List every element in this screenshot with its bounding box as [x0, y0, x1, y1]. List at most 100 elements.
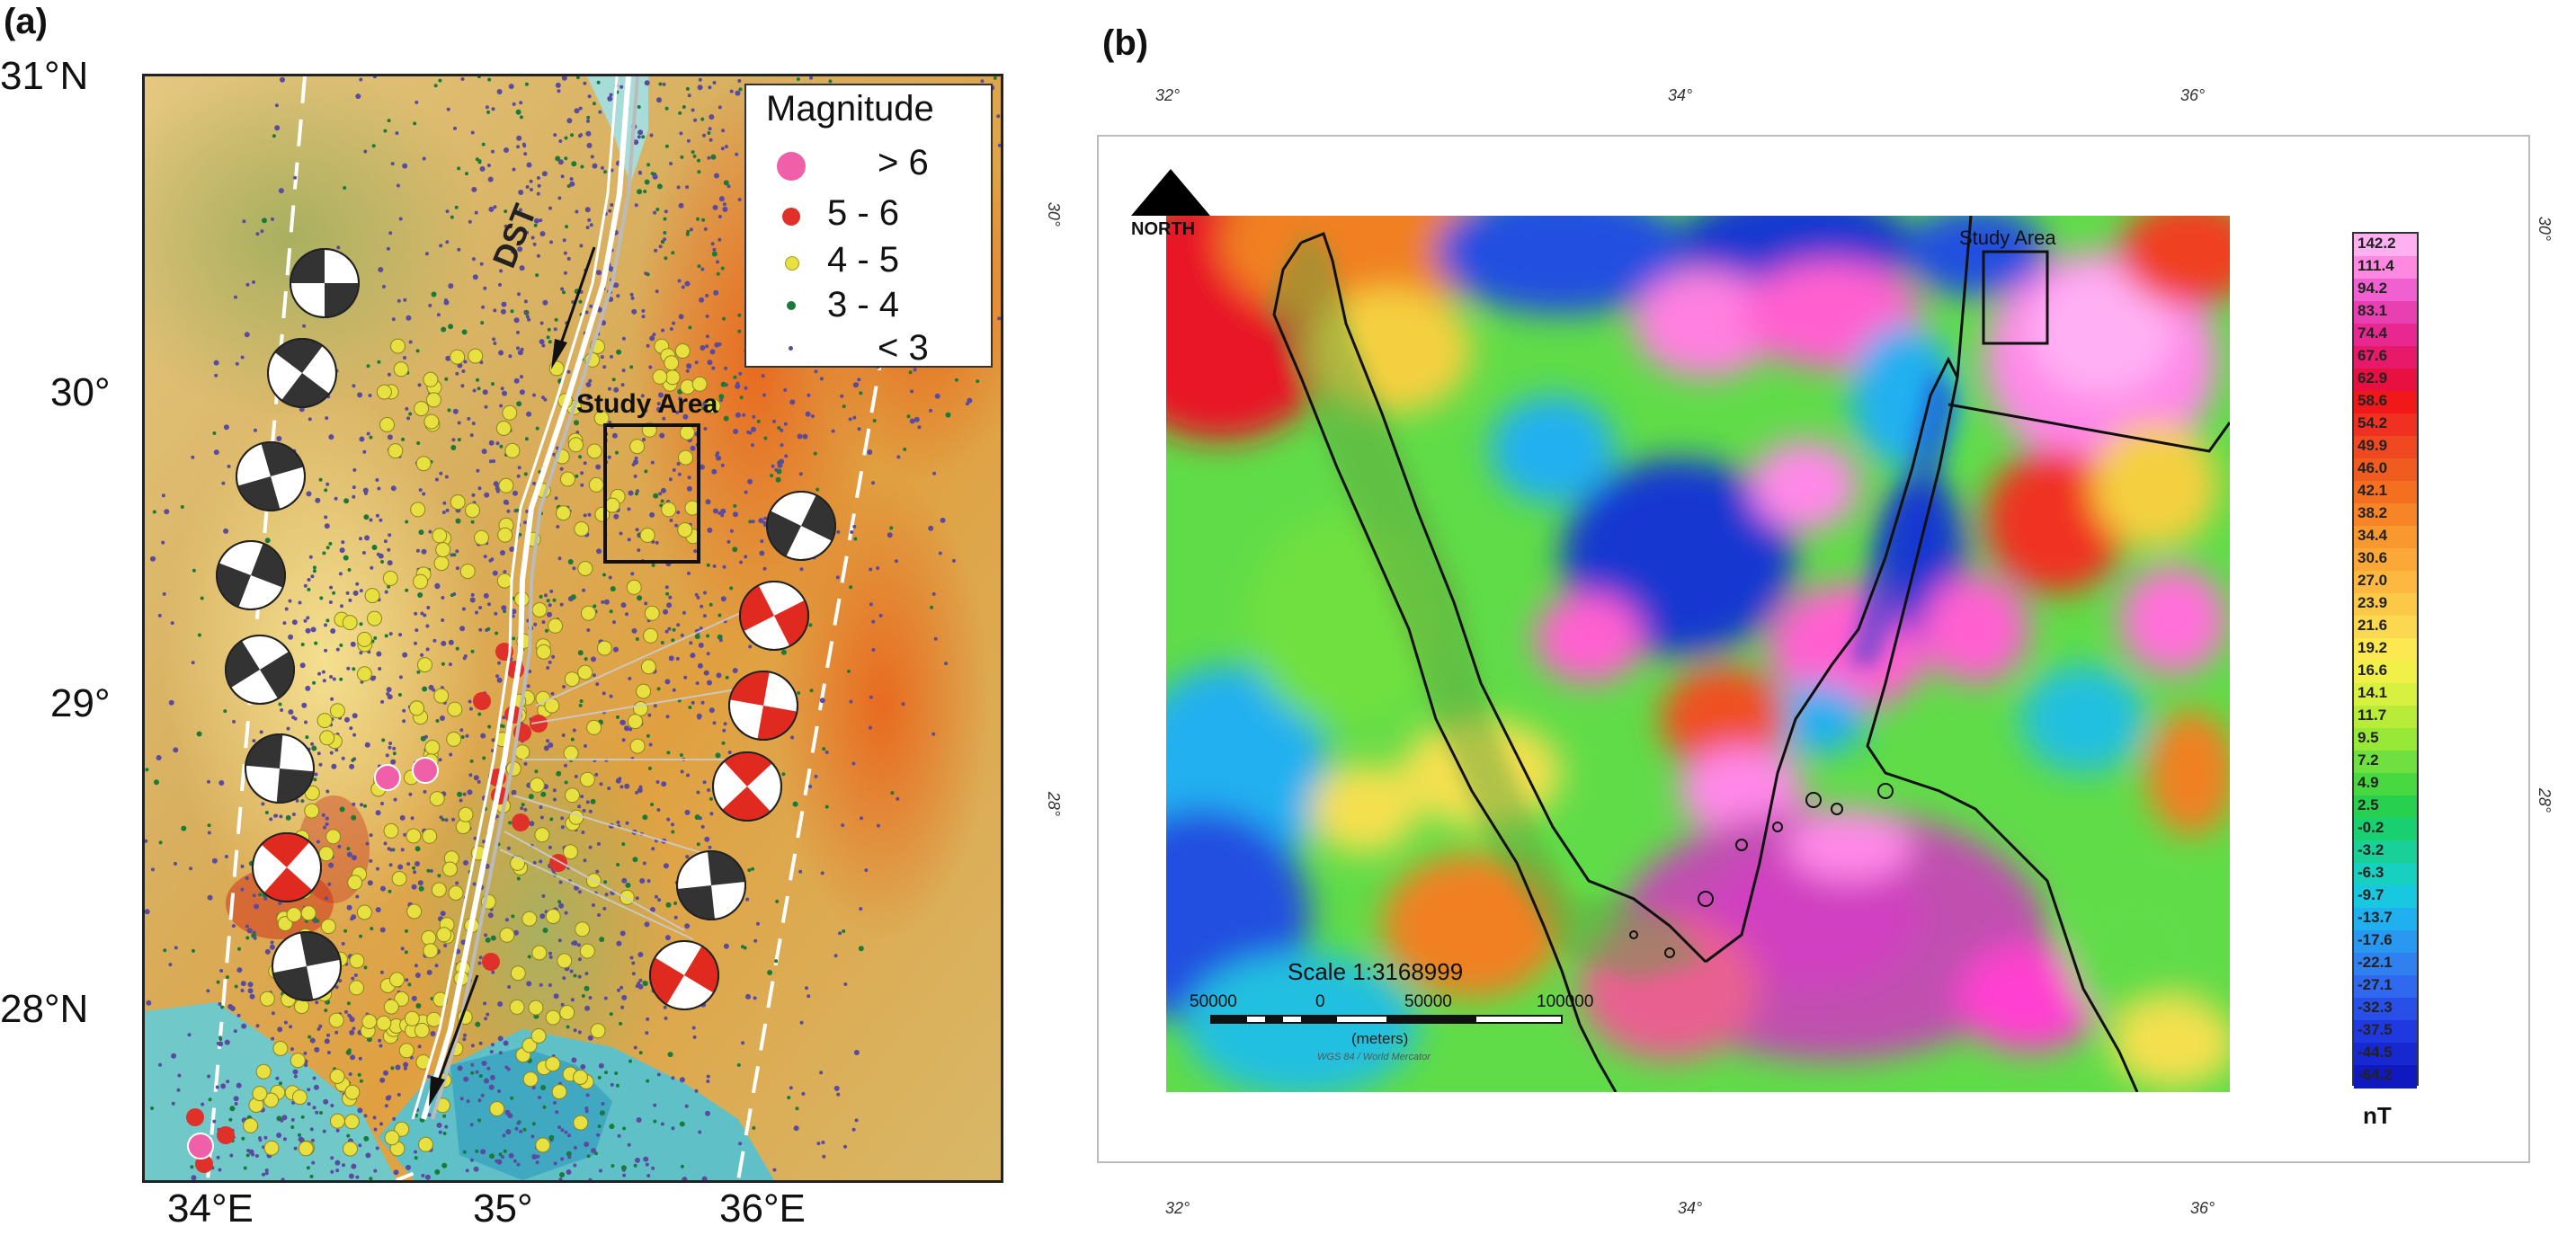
seismic-event-dot	[258, 893, 263, 897]
seismic-event-dot	[406, 1164, 411, 1170]
seismic-event-dot	[472, 274, 478, 280]
seismic-event-m4-5	[349, 980, 364, 996]
seismic-event-dot	[564, 763, 567, 768]
seismic-event-dot	[406, 416, 411, 421]
seismic-event-dot	[673, 915, 678, 920]
seismic-event-dot	[274, 103, 279, 108]
colorbar-tick-label: 58.6	[2358, 391, 2388, 409]
seismic-event-dot	[520, 347, 524, 351]
seismic-event-dot	[603, 996, 608, 1000]
seismic-event-dot	[245, 924, 249, 929]
seismic-event-dot	[694, 1089, 699, 1093]
lat-label-31: 31°N	[0, 54, 89, 98]
seismic-event-dot	[682, 413, 689, 420]
seismic-event-dot	[460, 384, 465, 388]
seismic-event-dot	[263, 896, 268, 901]
seismic-event-dot	[330, 697, 334, 701]
seismic-event-dot	[649, 133, 654, 138]
seismic-event-dot	[460, 735, 465, 739]
seismic-event-dot	[721, 129, 726, 133]
seismic-event-dot	[510, 1096, 514, 1100]
seismic-event-dot	[555, 156, 561, 162]
seismic-event-dot	[386, 687, 392, 693]
seismic-event-dot	[347, 1048, 352, 1053]
seismic-event-dot	[534, 769, 539, 774]
colorbar-tick-label: 94.2	[2358, 279, 2388, 297]
seismic-event-m4-5	[652, 369, 668, 385]
seismic-event-dot	[635, 896, 639, 901]
seismic-event-m5-6	[530, 715, 548, 733]
seismic-event-dot	[303, 1051, 308, 1055]
seismic-event-m4-5	[379, 417, 395, 432]
seismic-event-dot	[310, 574, 315, 579]
seismic-event-dot	[663, 609, 669, 615]
seismic-event-dot	[288, 709, 294, 715]
seismic-event-dot	[318, 762, 323, 767]
seismic-event-dot	[484, 492, 490, 498]
seismic-event-dot	[573, 973, 577, 978]
seismic-event-dot	[635, 492, 638, 496]
legend-label-gt6: > 6	[878, 143, 929, 182]
seismic-event-dot	[727, 751, 732, 754]
seismic-event-dot	[792, 801, 798, 807]
seismic-event-m4-5	[426, 1011, 442, 1027]
seismic-event-dot	[509, 547, 515, 552]
seismic-event-dot	[315, 1110, 319, 1115]
seismic-event-dot	[553, 797, 557, 802]
seismic-event-m4-5	[325, 829, 342, 845]
seismic-event-dot	[325, 618, 330, 623]
seismic-event-dot	[642, 814, 648, 821]
seismic-event-dot	[715, 453, 719, 458]
seismic-event-dot	[346, 666, 351, 671]
seismic-event-dot	[706, 652, 710, 656]
seismic-event-dot	[311, 1160, 316, 1165]
seismic-event-dot	[539, 805, 543, 809]
seismic-event-dot	[249, 993, 255, 1000]
seismic-event-dot	[527, 955, 531, 959]
seismic-event-dot	[871, 481, 875, 485]
seismic-event-dot	[625, 612, 628, 617]
seismic-event-dot	[607, 786, 611, 791]
seismic-event-dot	[664, 106, 669, 111]
seismic-event-dot	[707, 788, 711, 792]
seismic-event-dot	[705, 499, 711, 505]
seismic-event-dot	[488, 558, 493, 563]
seismic-event-dot	[417, 383, 422, 387]
seismic-event-dot	[511, 609, 517, 615]
colorbar-tick-label: 2.5	[2358, 795, 2379, 813]
seismic-event-dot	[814, 369, 818, 374]
seismic-event-dot	[369, 435, 373, 440]
seismic-event-dot	[653, 704, 657, 708]
seismic-event-dot	[665, 715, 670, 719]
seismic-event-dot	[583, 81, 587, 85]
seismic-event-m4-5	[565, 787, 580, 804]
seismic-event-dot	[451, 438, 456, 442]
top-lon-32: 32°	[1155, 86, 1181, 104]
seismic-event-dot	[548, 206, 552, 210]
seismic-event-dot	[371, 144, 376, 148]
seismic-event-dot	[321, 670, 325, 674]
colorbar-unit: nT	[2363, 1102, 2392, 1129]
seismic-event-dot	[328, 434, 334, 440]
seismic-event-dot	[661, 781, 667, 787]
seismic-event-m4-5	[705, 398, 721, 414]
seismic-event-dot	[716, 271, 720, 276]
seismic-event-dot	[694, 634, 700, 640]
seismic-event-dot	[305, 627, 311, 634]
seismic-event-dot	[259, 730, 263, 734]
seismic-event-dot	[480, 1093, 485, 1097]
seismic-event-dot	[574, 420, 579, 426]
seismic-event-dot	[931, 591, 936, 596]
scale-tick-3: 100000	[1537, 992, 1594, 1011]
seismic-event-dot	[308, 1035, 312, 1039]
seismic-event-dot	[599, 937, 605, 943]
seismic-event-dot	[671, 638, 675, 643]
seismic-event-dot	[461, 369, 466, 373]
seismic-event-dot	[557, 938, 562, 943]
seismic-event-dot	[316, 840, 320, 844]
seismic-event-dot	[796, 77, 800, 82]
seismic-event-dot	[275, 1076, 280, 1080]
seismic-event-dot	[557, 1125, 562, 1130]
seismic-event-dot	[686, 363, 691, 368]
seismic-event-dot	[498, 282, 502, 287]
